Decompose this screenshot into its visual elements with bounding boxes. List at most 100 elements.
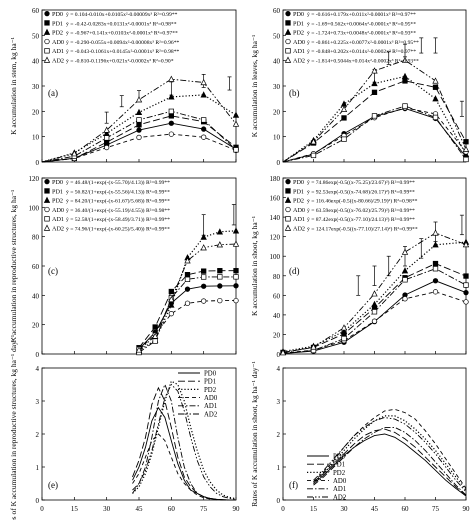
panel-label: (e) — [48, 480, 58, 490]
legend-equation: ŷ = -0.290-0.055x+0.0094x²-0.00008x³ R²=… — [66, 40, 180, 46]
data-point-ad2 — [135, 346, 143, 353]
data-point-ad1 — [463, 156, 469, 163]
data-point-ad0 — [201, 298, 207, 304]
legend-name: AD2 — [293, 58, 305, 65]
legend-marker-pd0 — [285, 178, 291, 185]
data-point-pd2 — [432, 241, 439, 248]
legend-marker-ad2 — [284, 224, 292, 231]
y-tick-label: 0 — [277, 351, 281, 359]
data-point-ad1 — [184, 276, 191, 282]
x-tick-label: 45 — [136, 505, 144, 513]
legend-equation: ŷ = 84.20/(1+exp(-(x-61.67)/5.68)) R²=0.… — [66, 198, 170, 205]
data-point-ad1 — [233, 147, 239, 153]
data-point-pd1 — [168, 113, 174, 119]
data-point-ad0 — [168, 311, 174, 317]
legend-marker-pd0 — [44, 10, 50, 17]
x-tick-label: 0 — [40, 505, 44, 513]
data-point-ad1 — [104, 135, 110, 141]
legend-name: PD2 — [293, 30, 304, 37]
legend-name: PD1 — [293, 188, 304, 195]
y-tick-label: 3 — [36, 398, 40, 406]
legend-name: AD2 — [204, 411, 218, 418]
legend-marker-ad1 — [44, 216, 50, 222]
legend-name: PD0 — [293, 11, 304, 18]
legend-name: PD0 — [293, 179, 304, 186]
data-point-ad1 — [341, 136, 347, 142]
y-tick-label: 160 — [270, 195, 281, 203]
legend-name: AD1 — [293, 216, 305, 223]
chart-panel-b: 0 10 20 30 40 50 60 K accumulation in leaves, k… — [250, 7, 470, 167]
x-tick-label: 60 — [402, 505, 410, 513]
data-point-ad2 — [371, 67, 378, 74]
x-tick-label: 45 — [371, 505, 379, 513]
legend-name: AD1 — [52, 216, 64, 223]
data-point-pd2 — [371, 79, 378, 87]
data-point-ad1 — [432, 114, 439, 121]
data-point-ad0 — [371, 318, 378, 324]
data-point-ad2 — [340, 324, 348, 331]
series-line-pd0 — [313, 433, 467, 497]
y-tick-label: 0 — [277, 159, 281, 167]
legend-name: PD2 — [52, 30, 63, 37]
data-point-ad2 — [216, 241, 224, 248]
y-tick-label: 2 — [36, 431, 40, 439]
legend-equation: ŷ = 63.59exp(-0.5((x-76.02)/25.79)²) R²=… — [307, 207, 415, 214]
legend-equation: ŷ = 124.17exp(-0.5((x-77.10)/27.14)²) R²… — [307, 226, 418, 233]
y-tick-label: 4 — [36, 365, 40, 373]
data-point-ad2 — [151, 332, 159, 339]
y-tick-label: 20 — [32, 322, 40, 330]
data-point-ad2 — [310, 138, 317, 145]
data-point-pd0 — [463, 289, 469, 296]
x-tick-label: 60 — [168, 505, 176, 513]
y-tick-label: 140 — [270, 214, 281, 222]
data-point-ad0 — [168, 131, 174, 137]
legend-name: AD0 — [52, 39, 64, 46]
legend-marker-pd1 — [44, 188, 50, 194]
data-point-pd0 — [233, 283, 239, 289]
data-point-pd2 — [216, 228, 224, 235]
data-point-ad2 — [340, 105, 348, 112]
y-tick-label: 0 — [36, 497, 40, 505]
series-line-ad2 — [132, 383, 237, 500]
data-point-ad2 — [232, 240, 240, 247]
legend-name: PD2 — [293, 198, 304, 205]
legend-name: PD2 — [204, 387, 217, 394]
data-point-ad1 — [341, 335, 347, 342]
data-point-pd0 — [217, 283, 223, 289]
y-tick-label: 20 — [273, 108, 281, 116]
data-point-pd2 — [340, 100, 348, 107]
data-point-pd0 — [432, 278, 439, 284]
data-point-pd2 — [168, 93, 175, 100]
legend-name: PD0 — [52, 179, 63, 186]
data-point-ad0 — [432, 289, 439, 295]
series-line-pd2 — [282, 241, 467, 353]
x-tick-label: 75 — [200, 505, 208, 513]
data-point-ad2 — [232, 120, 240, 127]
legend-marker-pd2 — [43, 28, 51, 35]
legend-name: PD1 — [52, 188, 63, 195]
legend-marker-pd2 — [43, 196, 51, 203]
legend-name: AD0 — [293, 207, 305, 214]
data-point-pd2 — [432, 95, 439, 102]
data-point-pd1 — [402, 78, 408, 84]
x-tick-label: 15 — [310, 505, 318, 513]
y-tick-label: 3 — [277, 398, 281, 406]
data-point-ad1 — [201, 117, 207, 123]
data-point-ad1 — [136, 117, 142, 123]
legend-name: AD1 — [333, 486, 346, 493]
data-point-ad2 — [71, 150, 78, 157]
legend-equation: ŷ = 116.46exp(-0.5((x-80.66)/29.19)²) R²… — [307, 198, 418, 205]
data-point-ad2 — [401, 56, 409, 63]
data-point-pd1 — [341, 115, 347, 121]
y-tick-label: 180 — [270, 175, 281, 183]
data-point-ad1 — [217, 274, 223, 280]
y-tick-label: 20 — [273, 331, 281, 339]
data-point-pd0 — [184, 286, 191, 292]
data-point-ad0 — [402, 296, 408, 302]
data-point-ad2 — [432, 229, 439, 236]
data-point-ad0 — [136, 134, 142, 141]
legend-equation: ŷ = 52.58/(1+exp(-(x-58.49)/3.71)) R²=0.… — [66, 216, 170, 223]
legend-equation: ŷ = 74.96/(1+exp(-(x-60.25)/5.40)) R²=0.… — [66, 226, 170, 233]
data-point-ad2 — [184, 257, 191, 264]
data-point-ad1 — [432, 266, 439, 272]
